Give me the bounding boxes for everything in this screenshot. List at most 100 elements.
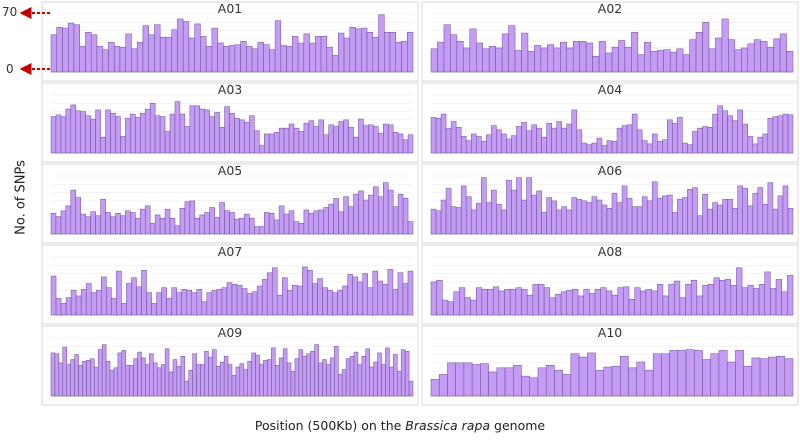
bar bbox=[234, 117, 240, 154]
bar bbox=[645, 289, 652, 316]
bar bbox=[125, 210, 131, 235]
bar bbox=[768, 356, 777, 397]
bar bbox=[149, 103, 156, 154]
bar bbox=[54, 353, 60, 397]
bar bbox=[323, 134, 329, 154]
bar bbox=[576, 129, 583, 154]
bar bbox=[293, 221, 300, 235]
bar bbox=[392, 289, 399, 316]
bar bbox=[481, 141, 487, 154]
bar bbox=[673, 280, 681, 316]
panel-a01: A01 bbox=[41, 1, 419, 82]
bar bbox=[357, 364, 363, 397]
bar bbox=[67, 22, 75, 73]
bar bbox=[347, 274, 353, 316]
bar bbox=[594, 289, 601, 316]
bar bbox=[727, 115, 733, 154]
panel-a02: A02 bbox=[421, 1, 799, 82]
bar bbox=[179, 113, 186, 154]
bar bbox=[165, 36, 172, 73]
bar bbox=[504, 367, 514, 397]
bar bbox=[247, 360, 252, 397]
bar bbox=[315, 36, 322, 73]
bar bbox=[566, 123, 573, 154]
bar bbox=[736, 267, 743, 316]
bar bbox=[180, 355, 186, 397]
bar bbox=[349, 355, 355, 397]
bar bbox=[227, 364, 233, 397]
bar bbox=[116, 270, 122, 316]
bar bbox=[541, 137, 547, 154]
bar bbox=[62, 27, 69, 73]
bar bbox=[727, 198, 733, 235]
bar bbox=[387, 124, 394, 154]
bar bbox=[176, 292, 182, 316]
bar bbox=[561, 206, 568, 235]
bar bbox=[176, 365, 182, 397]
bar bbox=[571, 109, 578, 154]
bar bbox=[440, 113, 447, 154]
bar bbox=[526, 130, 532, 154]
bar bbox=[637, 54, 645, 73]
bar bbox=[161, 287, 167, 316]
bar bbox=[189, 105, 196, 154]
bar bbox=[787, 208, 794, 235]
bar bbox=[392, 206, 399, 235]
bar bbox=[747, 136, 754, 154]
bar bbox=[188, 370, 193, 397]
bar bbox=[224, 106, 230, 154]
bar bbox=[402, 139, 409, 154]
bar bbox=[290, 370, 296, 397]
x-axis-title: Position (500Kb) on the Brassica rapa ge… bbox=[0, 418, 800, 433]
bar bbox=[381, 364, 386, 397]
bar bbox=[254, 226, 260, 235]
bar bbox=[235, 366, 241, 397]
bar bbox=[73, 24, 80, 73]
bar bbox=[773, 38, 781, 73]
bar bbox=[606, 140, 613, 154]
bar bbox=[506, 138, 512, 154]
bar bbox=[776, 355, 786, 397]
bar bbox=[476, 203, 482, 235]
bar bbox=[184, 126, 191, 154]
bar bbox=[50, 34, 57, 73]
bar bbox=[742, 123, 749, 154]
bar bbox=[85, 216, 91, 235]
bar bbox=[501, 33, 509, 73]
bar bbox=[784, 358, 794, 397]
bar bbox=[616, 127, 623, 154]
bar bbox=[526, 177, 532, 235]
bar bbox=[566, 209, 573, 235]
bar bbox=[294, 358, 300, 397]
bar bbox=[618, 40, 626, 73]
bar bbox=[240, 41, 247, 73]
bar bbox=[125, 117, 131, 154]
bar bbox=[636, 361, 646, 397]
bar bbox=[204, 351, 209, 397]
panel-a08: A08 bbox=[421, 244, 799, 325]
bar bbox=[117, 352, 123, 397]
bar bbox=[192, 353, 197, 397]
bar bbox=[636, 206, 643, 235]
bar bbox=[407, 221, 414, 235]
bar bbox=[547, 44, 555, 73]
bar bbox=[56, 27, 63, 73]
bar bbox=[430, 208, 437, 235]
bar bbox=[501, 209, 507, 235]
bar bbox=[465, 140, 472, 154]
bar bbox=[397, 370, 402, 397]
bar bbox=[342, 285, 348, 316]
bar bbox=[251, 291, 258, 316]
bar bbox=[326, 46, 333, 73]
bar bbox=[566, 289, 573, 316]
bar bbox=[159, 116, 166, 154]
bar bbox=[521, 289, 528, 316]
bar bbox=[353, 137, 359, 154]
bar bbox=[581, 200, 588, 235]
bar bbox=[208, 356, 213, 397]
bar bbox=[600, 287, 607, 316]
bar bbox=[561, 127, 568, 154]
y-max-label: 70 bbox=[2, 5, 18, 19]
bar bbox=[142, 25, 149, 73]
bar bbox=[363, 125, 369, 154]
